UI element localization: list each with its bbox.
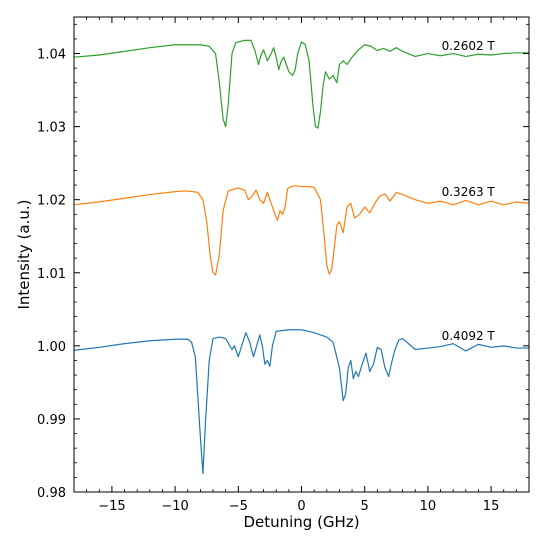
x-tick-label: −10 — [161, 499, 188, 514]
y-tick-label: 0.98 — [37, 486, 66, 501]
y-tick-label: 1.02 — [37, 194, 66, 209]
y-tick-label: 1.00 — [37, 340, 66, 355]
plot-area — [74, 17, 529, 492]
x-tick-label: 15 — [483, 499, 500, 514]
x-tick-label: −15 — [98, 499, 125, 514]
plot-frame — [73, 16, 530, 493]
x-tick-label: 10 — [420, 499, 437, 514]
y-axis-title: Intensity (a.u.) — [15, 200, 33, 310]
x-tick-label: 0 — [297, 499, 305, 514]
series-line-2 — [74, 329, 529, 475]
x-tick-label: 5 — [361, 499, 369, 514]
y-tick-label: 0.99 — [37, 413, 66, 428]
field-label-0: 0.2602 T — [442, 39, 496, 53]
y-tick-label: 1.01 — [37, 267, 66, 282]
x-tick-label: −5 — [229, 499, 248, 514]
x-axis-title: Detuning (GHz) — [243, 513, 359, 531]
y-tick-label: 1.03 — [37, 121, 66, 136]
field-label-2: 0.4092 T — [442, 329, 496, 343]
series-line-1 — [74, 185, 529, 276]
series-line-0 — [74, 39, 529, 129]
field-label-1: 0.3263 T — [442, 185, 496, 199]
y-tick-label: 1.04 — [37, 48, 66, 63]
